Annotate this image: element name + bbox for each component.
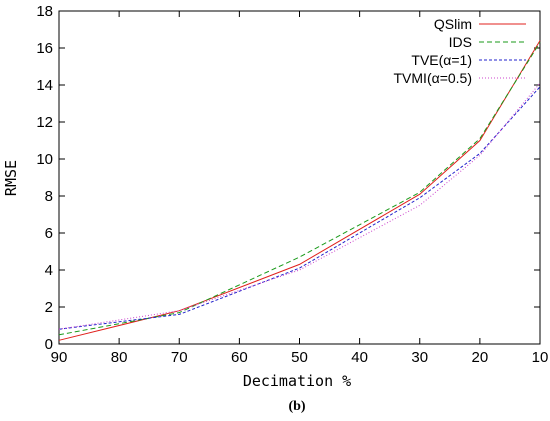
y-tick-label: 6	[45, 225, 53, 242]
series-line-0	[58, 40, 541, 341]
y-axis-title: RMSE	[2, 160, 20, 196]
x-axis-title: Decimation %	[243, 372, 351, 390]
y-axis-ticks: 0 2 4 6 8 10 12 14 16 18	[36, 3, 540, 353]
figure-caption: (b)	[288, 399, 305, 414]
y-tick-label: 8	[45, 188, 53, 205]
legend-label: IDS	[449, 34, 472, 50]
legend-label: TVE(α=1)	[411, 52, 472, 68]
y-tick-label: 10	[36, 151, 53, 168]
x-axis-ticks: 90 80 70 60 50 40 30 20 10	[51, 11, 549, 366]
series-line-2	[58, 86, 541, 330]
x-tick-label: 40	[351, 349, 368, 366]
series-line-1	[58, 42, 541, 336]
x-tick-label: 80	[111, 349, 128, 366]
x-tick-label: 90	[51, 349, 68, 366]
y-tick-label: 12	[36, 114, 53, 131]
legend: QSlim IDS TVE(α=1) TVMI(α=0.5)	[394, 16, 526, 86]
legend-label: QSlim	[434, 16, 472, 32]
legend-label: TVMI(α=0.5)	[394, 70, 473, 86]
x-tick-label: 70	[171, 349, 188, 366]
x-tick-label: 60	[231, 349, 248, 366]
x-tick-label: 30	[411, 349, 428, 366]
y-tick-label: 0	[45, 336, 53, 353]
series-line-3	[58, 82, 541, 330]
x-tick-label: 10	[532, 349, 549, 366]
y-tick-label: 18	[36, 3, 53, 20]
x-tick-label: 50	[291, 349, 308, 366]
y-tick-label: 14	[36, 77, 53, 94]
series-lines	[58, 40, 541, 341]
y-tick-label: 16	[36, 40, 53, 57]
y-tick-label: 2	[45, 299, 53, 316]
y-tick-label: 4	[45, 262, 53, 279]
x-tick-label: 20	[472, 349, 489, 366]
